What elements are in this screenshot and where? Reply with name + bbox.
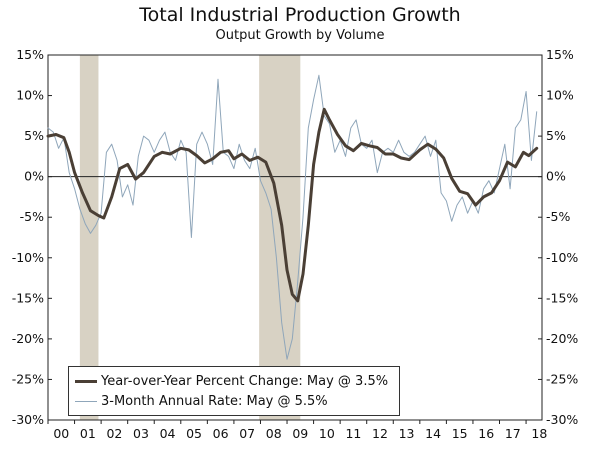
- y-tick-label-left-3: 0%: [24, 169, 44, 184]
- y-tick-label-right-7: -20%: [546, 331, 578, 346]
- y-tick-label-left-8: -25%: [12, 371, 44, 386]
- y-tick-label-right-9: -30%: [546, 412, 578, 427]
- x-tick-label-14: 14: [425, 426, 441, 441]
- legend: Year-over-Year Percent Change: May @ 3.5…: [68, 366, 400, 416]
- recession-band-1: [259, 55, 301, 420]
- x-tick-label-3: 03: [133, 426, 149, 441]
- x-tick-label-16: 16: [478, 426, 494, 441]
- x-tick-label-5: 05: [186, 426, 202, 441]
- y-tick-label-left-7: -20%: [12, 331, 44, 346]
- x-tick-label-6: 06: [213, 426, 229, 441]
- chart-title: Total Industrial Production Growth: [139, 4, 461, 26]
- y-tick-label-right-0: 15%: [546, 47, 574, 62]
- y-tick-label-left-5: -10%: [12, 250, 44, 265]
- series-line-3month: [47, 74, 538, 360]
- x-tick-label-15: 15: [452, 426, 468, 441]
- y-tick-label-left-0: 15%: [16, 47, 44, 62]
- series-line-yoy: [46, 107, 539, 303]
- legend-item-3month: 3-Month Annual Rate: May @ 5.5%: [75, 392, 328, 410]
- x-tick-label-0: 00: [53, 426, 69, 441]
- y-tick-label-right-8: -25%: [546, 371, 578, 386]
- legend-swatch-yoy: [75, 379, 97, 383]
- y-tick-label-left-9: -30%: [12, 412, 44, 427]
- x-tick-label-4: 04: [160, 426, 176, 441]
- legend-label-yoy: Year-over-Year Percent Change: May @ 3.5…: [101, 373, 389, 389]
- legend-label-3month: 3-Month Annual Rate: May @ 5.5%: [101, 393, 328, 409]
- y-tick-label-right-3: 0%: [546, 169, 566, 184]
- plot-frame: [47, 54, 543, 421]
- y-tick-label-right-4: -5%: [546, 209, 570, 224]
- y-tick-label-right-5: -10%: [546, 250, 578, 265]
- recession-band-0: [79, 55, 99, 420]
- x-tick-label-7: 07: [239, 426, 255, 441]
- x-tick-label-18: 18: [531, 426, 547, 441]
- y-tick-label-left-6: -15%: [12, 290, 44, 305]
- x-tick-label-10: 10: [319, 426, 335, 441]
- y-tick-label-right-6: -15%: [546, 290, 578, 305]
- x-tick-label-12: 12: [372, 426, 388, 441]
- chart-subtitle: Output Growth by Volume: [215, 28, 385, 43]
- y-tick-label-left-4: -5%: [20, 209, 44, 224]
- x-tick-label-1: 01: [80, 426, 96, 441]
- x-tick-label-2: 02: [106, 426, 122, 441]
- x-tick-label-11: 11: [345, 426, 361, 441]
- y-tick-label-right-1: 10%: [546, 88, 574, 103]
- x-tick-label-13: 13: [399, 426, 415, 441]
- legend-item-yoy: Year-over-Year Percent Change: May @ 3.5…: [75, 372, 388, 390]
- legend-swatch-3month: [75, 400, 97, 402]
- y-tick-label-right-2: 5%: [546, 128, 566, 143]
- y-tick-label-left-2: 5%: [24, 128, 44, 143]
- x-tick-label-8: 08: [266, 426, 282, 441]
- x-tick-label-17: 17: [505, 426, 521, 441]
- x-tick-label-9: 09: [292, 426, 308, 441]
- y-tick-label-left-1: 10%: [16, 88, 44, 103]
